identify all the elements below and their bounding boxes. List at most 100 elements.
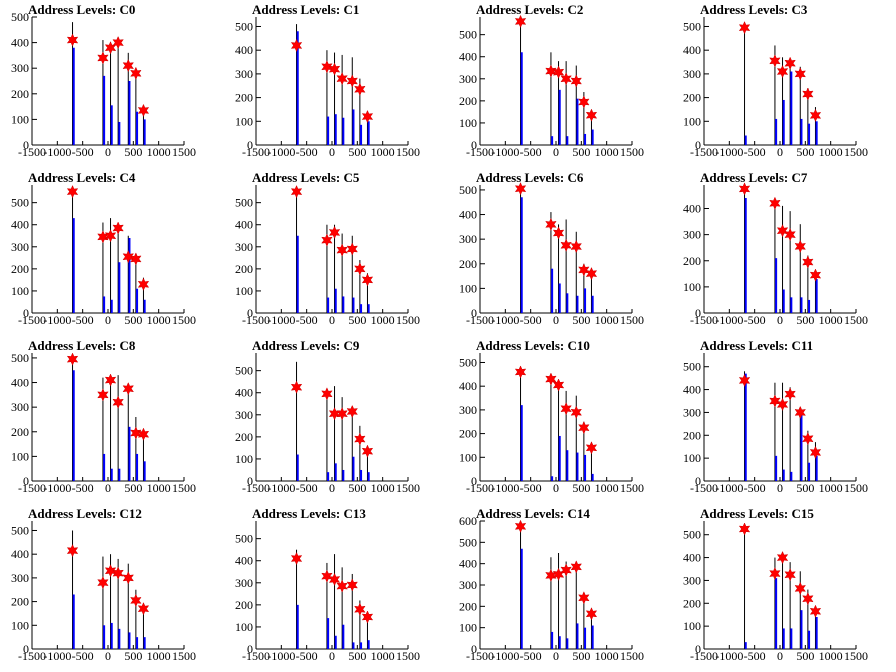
x-tick-label: -500 bbox=[72, 649, 94, 663]
chart-title: Address Levels: C7 bbox=[700, 170, 808, 185]
peak-star bbox=[336, 243, 348, 257]
peak-star bbox=[122, 571, 134, 585]
y-tick-label: 0 bbox=[471, 474, 477, 488]
chart-svg: Address Levels: C10 0 100 200 300 400 500 -1500… bbox=[459, 338, 644, 495]
peak-star bbox=[784, 387, 796, 401]
y-tick-label: 300 bbox=[11, 400, 29, 414]
peak-star bbox=[321, 233, 333, 247]
x-tick-label: 1000 bbox=[371, 313, 395, 327]
y-tick-label: 500 bbox=[235, 196, 253, 210]
x-tick-label: 500 bbox=[572, 313, 590, 327]
y-tick-label: 400 bbox=[459, 208, 477, 222]
chart-svg: Address Levels: C13 0 100 200 300 400 500 -1500… bbox=[235, 506, 420, 663]
y-tick-label: 500 bbox=[11, 351, 29, 365]
x-tick-label: -500 bbox=[520, 313, 542, 327]
peak-star bbox=[354, 602, 366, 616]
peak-star bbox=[346, 578, 358, 592]
chart-title: Address Levels: C15 bbox=[700, 506, 814, 521]
peak-star bbox=[514, 14, 527, 29]
peak-star bbox=[560, 72, 572, 86]
y-tick-label: 100 bbox=[235, 114, 253, 128]
chart-svg: Address Levels: C20100200300400500-1500-… bbox=[459, 2, 644, 159]
chart-title: Address Levels: C10 bbox=[476, 338, 590, 353]
x-tick-label: 1500 bbox=[172, 649, 196, 663]
peak-star bbox=[137, 427, 150, 441]
peak-star bbox=[784, 56, 796, 70]
chart-title: Address Levels: C14 bbox=[476, 506, 590, 521]
chart-panel: Address Levels: C0 0 100 200 300 400 500 -1500-… bbox=[0, 0, 224, 168]
y-tick-label: 500 bbox=[459, 28, 477, 42]
chart-title: Address Levels: C5 bbox=[252, 170, 360, 185]
y-tick-label: 100 bbox=[11, 112, 29, 126]
chart-panel: Address Levels: C5 0 100 200 300 400 500 -1500-… bbox=[224, 168, 448, 336]
y-tick-label: 300 bbox=[459, 232, 477, 246]
y-tick-label: 0 bbox=[247, 138, 253, 152]
chart-svg: Address Levels: C7 0 100 200 300 400 -1500-100… bbox=[683, 170, 868, 327]
chart-panel: Address Levels: C6 0 100 200 300 400 500 -1500-… bbox=[448, 168, 672, 336]
chart-title: Address Levels: C8 bbox=[28, 338, 136, 353]
y-tick-label: 400 bbox=[683, 202, 701, 216]
peak-star bbox=[361, 610, 374, 624]
chart-svg: Address Levels: C90100200300400500-1500-… bbox=[235, 338, 420, 495]
y-tick-label: 400 bbox=[11, 36, 29, 50]
chart-svg: Address Levels: C12 0 100 200 300 400 500 -1500… bbox=[11, 506, 196, 663]
x-tick-label: -1000 bbox=[491, 649, 519, 663]
y-tick-label: 500 bbox=[683, 360, 701, 374]
x-tick-label: 0 bbox=[777, 145, 783, 159]
peak-star bbox=[346, 242, 358, 256]
peak-star bbox=[321, 569, 333, 583]
chart-svg: Address Levels: C40100200300400500-1500-… bbox=[11, 170, 196, 327]
peak-star bbox=[328, 225, 341, 240]
x-tick-label: -1500 bbox=[690, 313, 718, 327]
peak-star bbox=[545, 217, 557, 231]
x-tick-label: -500 bbox=[520, 145, 542, 159]
x-tick-label: -1500 bbox=[466, 145, 494, 159]
chart-svg: Address Levels: C00100200300400500-1500-… bbox=[11, 2, 196, 159]
chart-title: Address Levels: C9 bbox=[252, 338, 360, 353]
x-tick-label: 1000 bbox=[371, 481, 395, 495]
y-tick-label: 0 bbox=[471, 642, 477, 656]
x-tick-label: 0 bbox=[553, 145, 559, 159]
peak-star bbox=[97, 51, 109, 65]
x-tick-label: 1000 bbox=[595, 649, 619, 663]
y-tick-label: 300 bbox=[459, 403, 477, 417]
peak-star bbox=[130, 426, 142, 440]
x-tick-label: 0 bbox=[105, 649, 111, 663]
peak-star bbox=[585, 108, 598, 122]
peak-star bbox=[321, 60, 333, 74]
x-tick-label: -1500 bbox=[466, 481, 494, 495]
x-tick-label: 1500 bbox=[396, 145, 420, 159]
peak-star bbox=[354, 432, 366, 446]
x-tick-label: -1000 bbox=[715, 481, 743, 495]
y-tick-label: 400 bbox=[11, 218, 29, 232]
y-tick-label: 400 bbox=[683, 43, 701, 57]
peak-star bbox=[552, 226, 565, 240]
y-tick-label: 100 bbox=[459, 450, 477, 464]
y-tick-label: 0 bbox=[695, 138, 701, 152]
y-tick-label: 100 bbox=[459, 621, 477, 635]
peak-star bbox=[578, 95, 590, 109]
peak-star bbox=[112, 35, 124, 50]
x-tick-label: 500 bbox=[572, 145, 590, 159]
x-tick-label: -1500 bbox=[690, 145, 718, 159]
x-tick-label: -1500 bbox=[242, 145, 270, 159]
x-tick-label: -1000 bbox=[43, 145, 71, 159]
peak-star bbox=[346, 74, 358, 88]
y-tick-label: 100 bbox=[235, 284, 253, 298]
x-tick-label: -1500 bbox=[242, 481, 270, 495]
x-tick-label: 0 bbox=[329, 481, 335, 495]
chart-panel: Address Levels: C14 0 100 200 300 400 500 600 -1… bbox=[448, 504, 672, 672]
x-tick-label: 1000 bbox=[819, 649, 843, 663]
x-tick-label: 1500 bbox=[172, 481, 196, 495]
chart-svg: Address Levels: C30100200300400500-1500-… bbox=[683, 2, 868, 159]
peak-star bbox=[66, 352, 79, 366]
y-tick-label: 0 bbox=[247, 306, 253, 320]
y-tick-label: 200 bbox=[683, 596, 701, 610]
y-tick-label: 0 bbox=[247, 474, 253, 488]
y-tick-label: 300 bbox=[459, 578, 477, 592]
chart-panel: Address Levels: C12 0 100 200 300 400 500 -1500… bbox=[0, 504, 224, 672]
y-tick-label: 400 bbox=[459, 557, 477, 571]
chart-svg: Address Levels: C50100200300400500-1500-… bbox=[235, 170, 420, 327]
peak-star bbox=[130, 593, 142, 608]
